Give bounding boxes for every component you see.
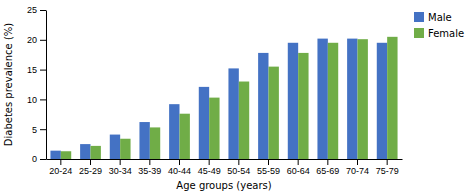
- bar: [80, 144, 90, 159]
- tick-mark: [60, 159, 61, 165]
- bar: [180, 114, 190, 159]
- tick-label: 40-44: [168, 166, 191, 176]
- tick-label: 25: [27, 5, 37, 15]
- tick-label: 30-34: [109, 166, 132, 176]
- tick-label: 60-64: [287, 166, 310, 176]
- tick-label: 10: [27, 95, 37, 105]
- bar: [120, 139, 130, 159]
- tick-label: 20: [27, 35, 37, 45]
- bar: [258, 53, 268, 159]
- tick: 40-44: [168, 159, 191, 176]
- bar: [209, 98, 219, 159]
- bar: [298, 53, 308, 159]
- axis-line: [47, 159, 403, 160]
- legend-item: Female: [414, 28, 464, 39]
- bar: [347, 39, 357, 159]
- legend-label: Female: [428, 28, 464, 39]
- legend-swatch: [414, 12, 424, 22]
- y-axis: 0 5 10 15 20 25: [27, 5, 47, 164]
- tick-mark: [40, 10, 46, 11]
- tick-mark: [179, 159, 180, 165]
- tick-label: 70-74: [346, 166, 369, 176]
- tick-mark: [40, 40, 46, 41]
- tick-mark: [298, 159, 299, 165]
- tick-mark: [238, 159, 239, 165]
- bar: [387, 37, 397, 159]
- axis-line: [46, 11, 47, 160]
- tick-mark: [209, 159, 210, 165]
- bar: [139, 122, 149, 159]
- tick: 45-49: [198, 159, 221, 176]
- tick-label: 75-79: [376, 166, 399, 176]
- legend-swatch: [414, 28, 424, 38]
- bar: [239, 82, 249, 159]
- tick-label: 35-39: [138, 166, 161, 176]
- tick: 35-39: [138, 159, 161, 176]
- plot: 20-24 25-29 30-34 35-39 40-44 45-49 50-54 55-59…: [27, 5, 403, 176]
- tick: 50-54: [227, 159, 250, 176]
- tick: 55-59: [257, 159, 280, 176]
- bar: [169, 104, 179, 159]
- x-axis: 20-24 25-29 30-34 35-39 40-44 45-49 50-54 55-59…: [47, 159, 403, 176]
- y-axis-title: Diabetes prevalence (%): [3, 23, 14, 147]
- tick-mark: [387, 159, 388, 165]
- bar: [150, 127, 160, 159]
- bar: [317, 39, 327, 159]
- tick: 25: [27, 5, 46, 15]
- tick: 20: [27, 35, 46, 45]
- bar: [199, 87, 209, 159]
- tick-mark: [40, 99, 46, 100]
- tick: 25-29: [79, 159, 102, 176]
- bar-series: [50, 39, 387, 159]
- bar: [91, 146, 101, 159]
- legend: Male Female: [414, 12, 464, 39]
- tick-label: 65-69: [316, 166, 339, 176]
- bar-series: [61, 37, 398, 159]
- tick-mark: [40, 70, 46, 71]
- tick: 30-34: [109, 159, 132, 176]
- tick: 10: [27, 95, 46, 105]
- tick-mark: [149, 159, 150, 165]
- tick-mark: [268, 159, 269, 165]
- tick-label: 5: [32, 125, 37, 135]
- bar: [288, 43, 298, 159]
- tick-label: 55-59: [257, 166, 280, 176]
- tick-label: 50-54: [227, 166, 250, 176]
- tick-mark: [120, 159, 121, 165]
- bar: [328, 43, 338, 159]
- chart: 20-24 25-29 30-34 35-39 40-44 45-49 50-54 55-59…: [0, 0, 474, 195]
- x-axis-title: Age groups (years): [176, 180, 271, 191]
- tick: 70-74: [346, 159, 369, 176]
- tick: 65-69: [316, 159, 339, 176]
- bar: [377, 43, 387, 159]
- bar: [269, 67, 279, 159]
- tick-mark: [327, 159, 328, 165]
- bar: [228, 68, 238, 159]
- tick: 60-64: [287, 159, 310, 176]
- tick-mark: [40, 159, 46, 160]
- tick-label: 20-24: [49, 166, 72, 176]
- bar: [110, 135, 120, 159]
- tick: 5: [32, 125, 46, 135]
- legend-label: Male: [428, 12, 452, 23]
- tick: 0: [32, 154, 46, 164]
- tick-label: 15: [27, 65, 37, 75]
- tick-label: 45-49: [198, 166, 221, 176]
- tick: 20-24: [49, 159, 72, 176]
- tick-mark: [90, 159, 91, 165]
- bar: [50, 151, 60, 159]
- bar: [61, 151, 71, 159]
- tick-label: 0: [32, 154, 37, 164]
- tick-label: 25-29: [79, 166, 102, 176]
- tick-mark: [357, 159, 358, 165]
- legend-item: Male: [414, 12, 452, 23]
- tick: 15: [27, 65, 46, 75]
- tick: 75-79: [376, 159, 399, 176]
- bars: [50, 37, 397, 159]
- bar: [358, 39, 368, 159]
- tick-mark: [40, 129, 46, 130]
